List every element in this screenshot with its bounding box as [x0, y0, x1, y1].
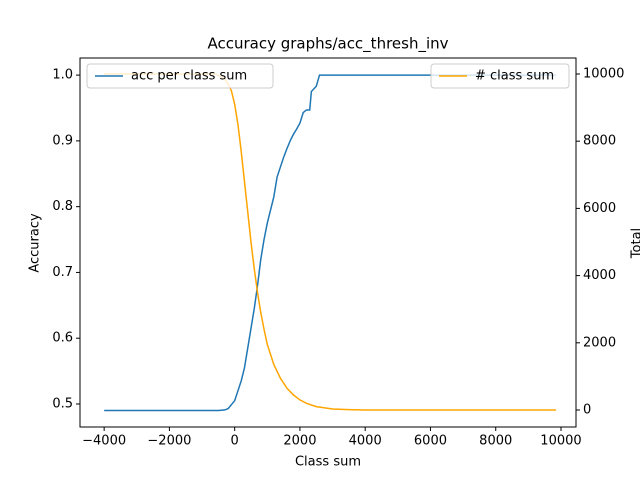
y2-axis-label: Total [630, 228, 640, 259]
y-tick-label: 0.9 [52, 133, 73, 148]
y-tick-label: 1.0 [52, 68, 73, 83]
legend-label: # class sum [475, 69, 554, 84]
axes-frame [79, 57, 577, 428]
x-tick-label: 6000 [414, 434, 447, 449]
legend-box [86, 63, 274, 89]
legend-box [430, 63, 570, 89]
y2-tick-label: 10000 [583, 66, 624, 81]
chart-title: Accuracy graphs/acc_thresh_inv [207, 35, 448, 54]
y-tick-label: 0.8 [52, 199, 73, 214]
x-tick-label: −2000 [147, 434, 191, 449]
x-tick-label: 2000 [283, 434, 316, 449]
y2-tick-label: 2000 [583, 335, 616, 350]
y2-tick-label: 4000 [583, 268, 616, 283]
x-axis-label: Class sum [295, 455, 361, 470]
y2-tick-label: 8000 [583, 134, 616, 149]
y-tick-label: 0.5 [52, 396, 73, 411]
series-line [104, 74, 557, 412]
x-tick-label: 10000 [540, 434, 581, 449]
x-tick-label: 8000 [479, 434, 512, 449]
y2-tick-label: 6000 [583, 201, 616, 216]
y2-tick-label: 0 [583, 402, 591, 417]
x-tick-label: 0 [231, 434, 239, 449]
y-tick-label: 0.7 [52, 265, 73, 280]
y-axis-label: Accuracy [28, 213, 43, 273]
y-tick-label: 0.6 [52, 331, 73, 346]
series-line [104, 73, 557, 411]
legend-label: acc per class sum [131, 69, 247, 84]
x-tick-label: 4000 [349, 434, 382, 449]
x-tick-label: −4000 [82, 434, 126, 449]
